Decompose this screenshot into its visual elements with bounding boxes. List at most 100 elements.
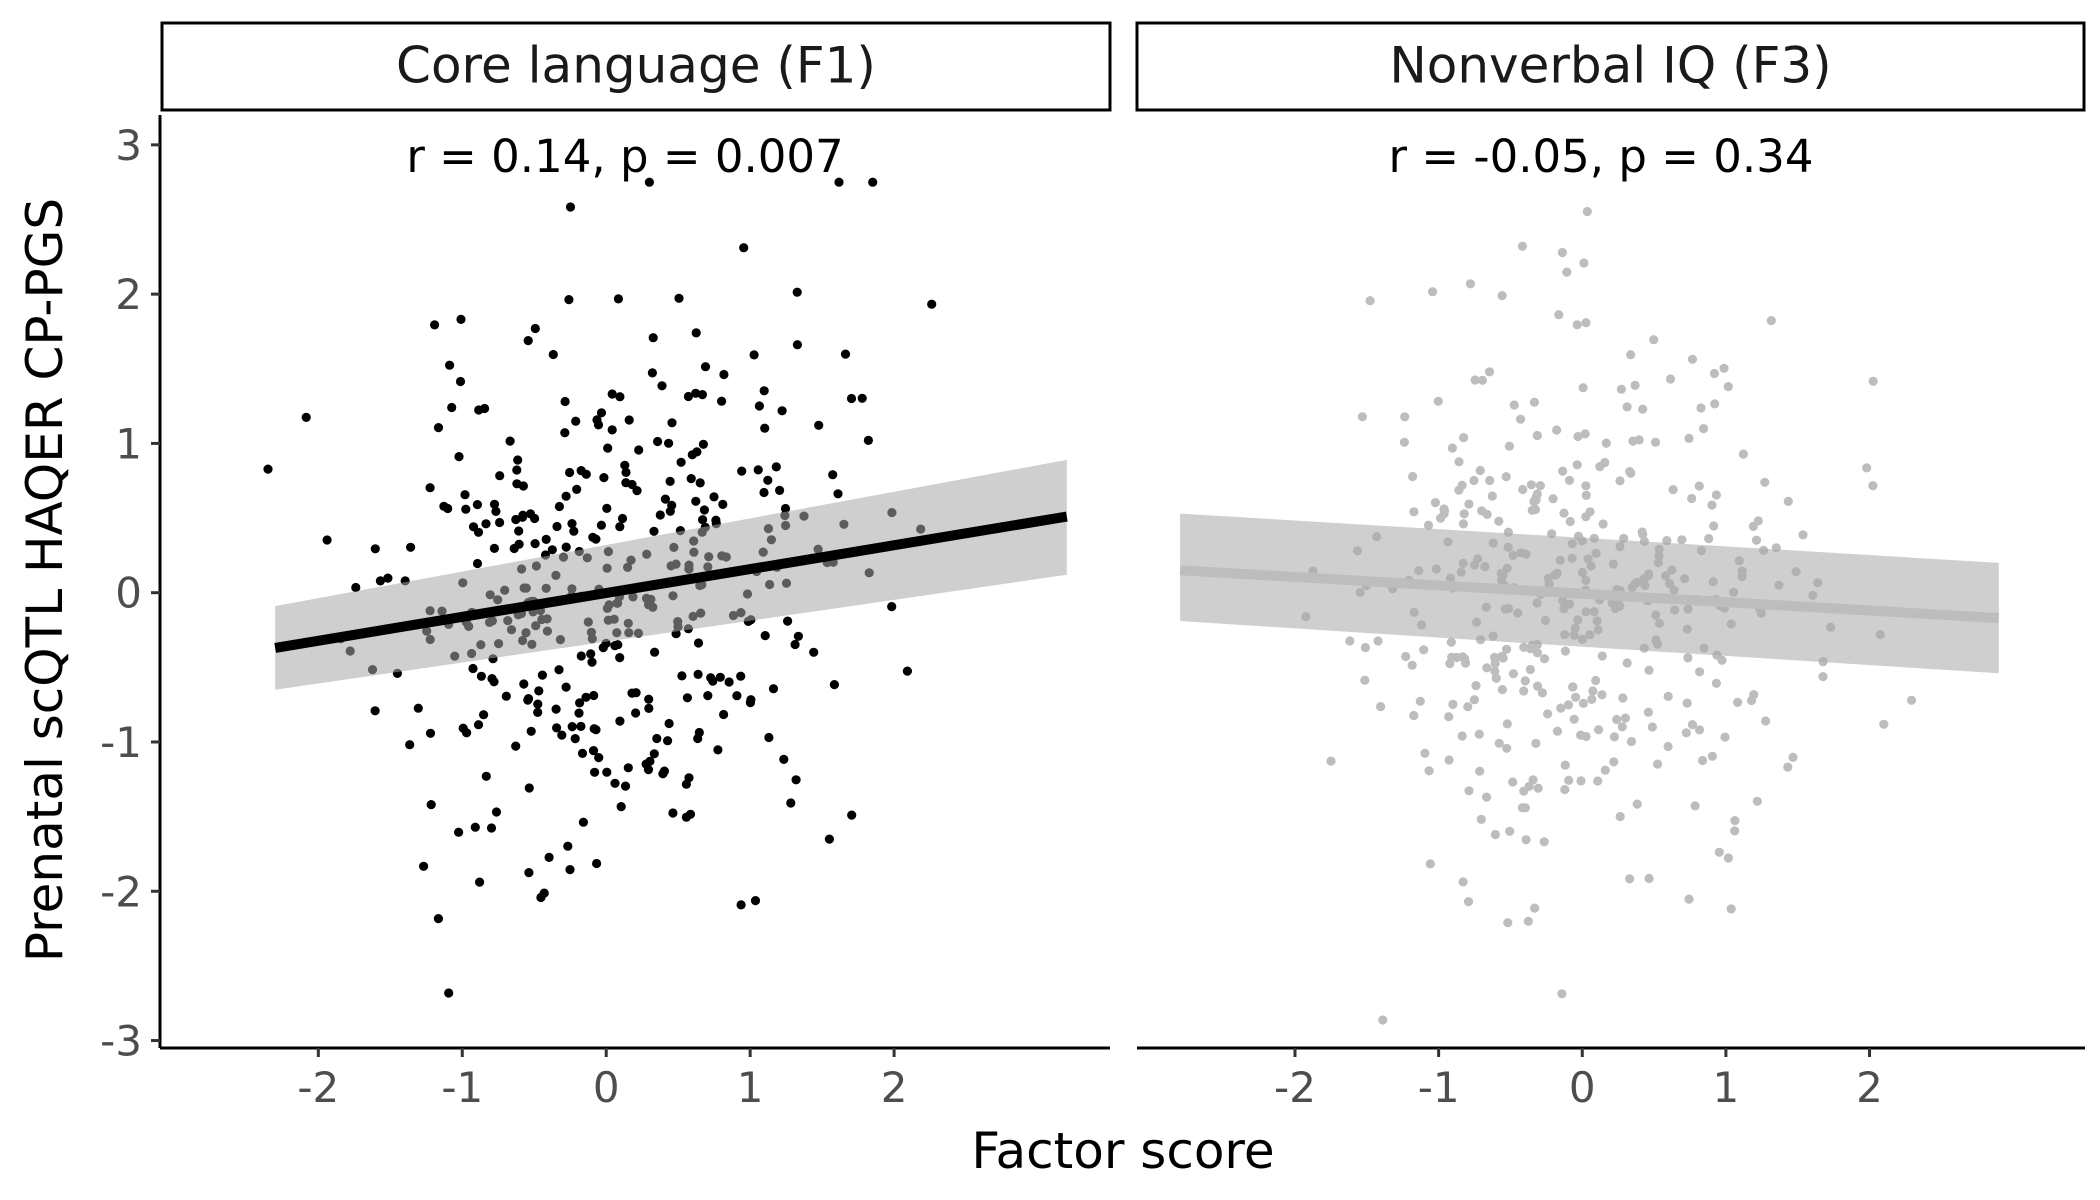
data-point <box>1533 681 1543 691</box>
data-point <box>1532 489 1542 499</box>
data-point <box>790 639 800 650</box>
data-point <box>1751 535 1762 545</box>
data-point <box>1543 709 1553 719</box>
data-point <box>1581 490 1591 500</box>
data-point <box>1519 786 1529 796</box>
data-point <box>648 333 658 343</box>
data-point <box>1345 636 1355 646</box>
data-point <box>1868 376 1878 386</box>
data-point <box>703 691 713 701</box>
data-point <box>1469 695 1479 705</box>
data-point <box>655 510 665 520</box>
x-tick-label: -2 <box>1274 1063 1316 1112</box>
data-point <box>1578 383 1588 393</box>
data-point <box>615 716 625 726</box>
data-point <box>1647 722 1657 732</box>
data-point <box>649 749 659 759</box>
data-point <box>544 852 554 863</box>
data-point <box>1663 691 1673 702</box>
data-point <box>1373 636 1383 646</box>
panel-2: Nonverbal IQ (F3) r = -0.05, p = 0.34 -2 -1… <box>1135 21 2086 1112</box>
data-point <box>683 391 694 402</box>
data-point <box>1565 516 1575 527</box>
data-point <box>1609 757 1619 767</box>
data-point <box>1719 363 1729 373</box>
data-point <box>512 479 522 489</box>
data-point <box>750 896 761 906</box>
data-point <box>1653 759 1663 769</box>
data-point <box>571 416 581 426</box>
data-point <box>1484 367 1495 377</box>
data-point <box>461 504 471 514</box>
data-point <box>443 503 453 514</box>
data-point <box>511 514 521 525</box>
data-point <box>746 695 756 705</box>
data-point <box>578 817 589 827</box>
data-point <box>1591 675 1601 686</box>
data-point <box>1710 399 1720 409</box>
data-point <box>644 694 654 704</box>
data-point <box>1376 702 1386 712</box>
data-point <box>370 706 380 716</box>
data-point <box>551 704 561 714</box>
y-axis-label: Prenatal scQTL HAQER CP-PGS <box>16 198 74 962</box>
x-tick-label: 1 <box>737 1063 764 1112</box>
data-point <box>1357 412 1367 422</box>
data-point <box>301 412 311 422</box>
y-tick-label: -2 <box>100 867 142 916</box>
data-point <box>1687 354 1698 364</box>
data-point <box>554 501 565 512</box>
data-point <box>1698 755 1708 766</box>
data-point <box>1378 1015 1388 1025</box>
data-point <box>887 602 897 612</box>
data-point <box>1521 835 1531 845</box>
data-point <box>1798 530 1808 540</box>
data-point <box>263 464 273 474</box>
regression-line <box>274 511 1068 653</box>
data-point <box>462 728 472 738</box>
data-point <box>768 684 779 694</box>
data-point <box>620 460 630 470</box>
data-point <box>792 287 802 297</box>
data-point <box>530 539 540 549</box>
data-point <box>430 320 440 330</box>
data-point <box>1556 703 1566 713</box>
data-point <box>775 485 785 495</box>
data-point <box>1665 374 1676 384</box>
data-point <box>643 765 654 775</box>
data-point <box>792 340 803 350</box>
data-point <box>602 503 612 513</box>
data-point <box>653 436 663 447</box>
data-point <box>1559 508 1569 518</box>
data-point <box>1552 425 1562 435</box>
data-point <box>1753 516 1763 526</box>
data-point <box>1620 713 1630 723</box>
data-point <box>474 405 484 415</box>
data-point <box>375 576 385 586</box>
data-point <box>1519 686 1529 696</box>
data-point <box>1690 801 1700 811</box>
data-point <box>561 542 571 552</box>
data-point <box>1818 672 1828 682</box>
correlation-annotation: r = -0.05, p = 0.34 <box>1389 130 1814 183</box>
data-point <box>1704 534 1714 544</box>
data-point <box>1578 698 1588 709</box>
data-point <box>631 708 641 718</box>
data-point <box>1682 698 1692 708</box>
data-point <box>473 720 484 730</box>
data-point <box>780 503 791 514</box>
data-point <box>1447 443 1457 453</box>
data-point <box>1630 380 1640 390</box>
data-point <box>1730 826 1740 836</box>
data-point <box>1532 430 1542 441</box>
data-point <box>383 573 393 583</box>
data-point <box>1588 686 1598 696</box>
data-point <box>1360 675 1370 685</box>
data-point <box>491 506 501 516</box>
data-point <box>1760 477 1770 487</box>
data-point <box>1650 437 1661 447</box>
data-point <box>1637 527 1647 537</box>
data-point <box>509 543 519 554</box>
data-point <box>694 727 704 738</box>
data-point <box>523 336 533 346</box>
